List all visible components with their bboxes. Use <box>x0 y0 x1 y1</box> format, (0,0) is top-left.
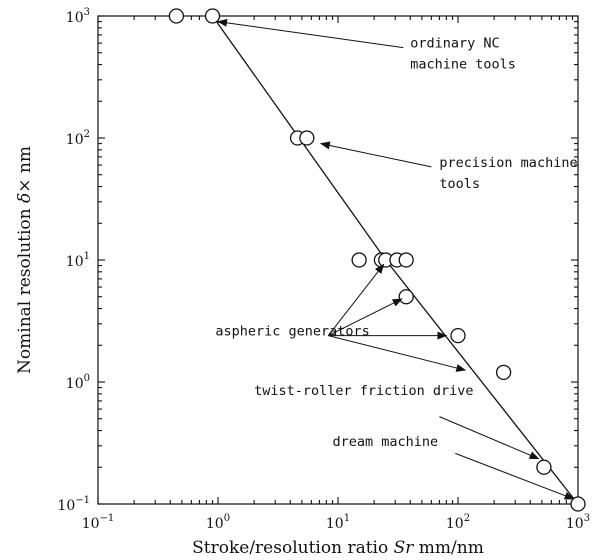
annotation-label: twist-roller friction drive <box>254 383 473 399</box>
y-tick-label: 10−1 <box>57 495 90 514</box>
y-tick-label: 100 <box>66 373 90 392</box>
data-points <box>168 8 586 512</box>
data-point <box>398 252 414 268</box>
y-tick-label: 103 <box>66 7 90 26</box>
annotation-arrow <box>328 298 403 337</box>
data-point <box>299 130 315 146</box>
annotation-arrow <box>439 416 540 460</box>
y-tick-label: 102 <box>66 129 90 148</box>
annotations: ordinary NC machine tools precision machin… <box>215 18 578 500</box>
y-axis-title: Nominal resolution δ× nm <box>15 146 35 374</box>
annotation-arrow <box>327 263 385 336</box>
annotation-label: ordinary NC machine tools <box>410 36 516 73</box>
x-tick-label: 101 <box>326 513 350 532</box>
tick-labels: 10−1 100 101 102 103 10−1 100 101 102 103 <box>57 7 590 532</box>
data-point <box>398 289 414 305</box>
data-point <box>570 496 586 512</box>
data-point <box>450 327 466 344</box>
data-point <box>495 364 512 380</box>
x-tick-label: 102 <box>446 513 470 532</box>
plot-frame <box>97 15 579 505</box>
data-point <box>204 8 221 24</box>
x-tick-label: 10−1 <box>82 513 115 532</box>
y-tick-label: 101 <box>66 251 90 270</box>
annotation-arrow <box>217 18 404 49</box>
x-tick-label: 100 <box>206 513 230 532</box>
annotation-label: precision machine tools <box>439 155 577 192</box>
x-tick-label: 103 <box>566 513 590 532</box>
annotation-arrow <box>455 452 575 500</box>
annotation-label: dream machine <box>333 434 439 450</box>
annotation-label: aspheric generators <box>215 324 369 340</box>
data-point <box>351 252 367 268</box>
data-point <box>168 8 185 24</box>
ticks <box>97 15 579 505</box>
x-axis-title: Stroke/resolution ratio Sr mm/nm <box>192 538 484 558</box>
data-point <box>536 459 552 475</box>
annotation-arrow <box>319 141 432 168</box>
annotation-arrow <box>328 335 467 372</box>
